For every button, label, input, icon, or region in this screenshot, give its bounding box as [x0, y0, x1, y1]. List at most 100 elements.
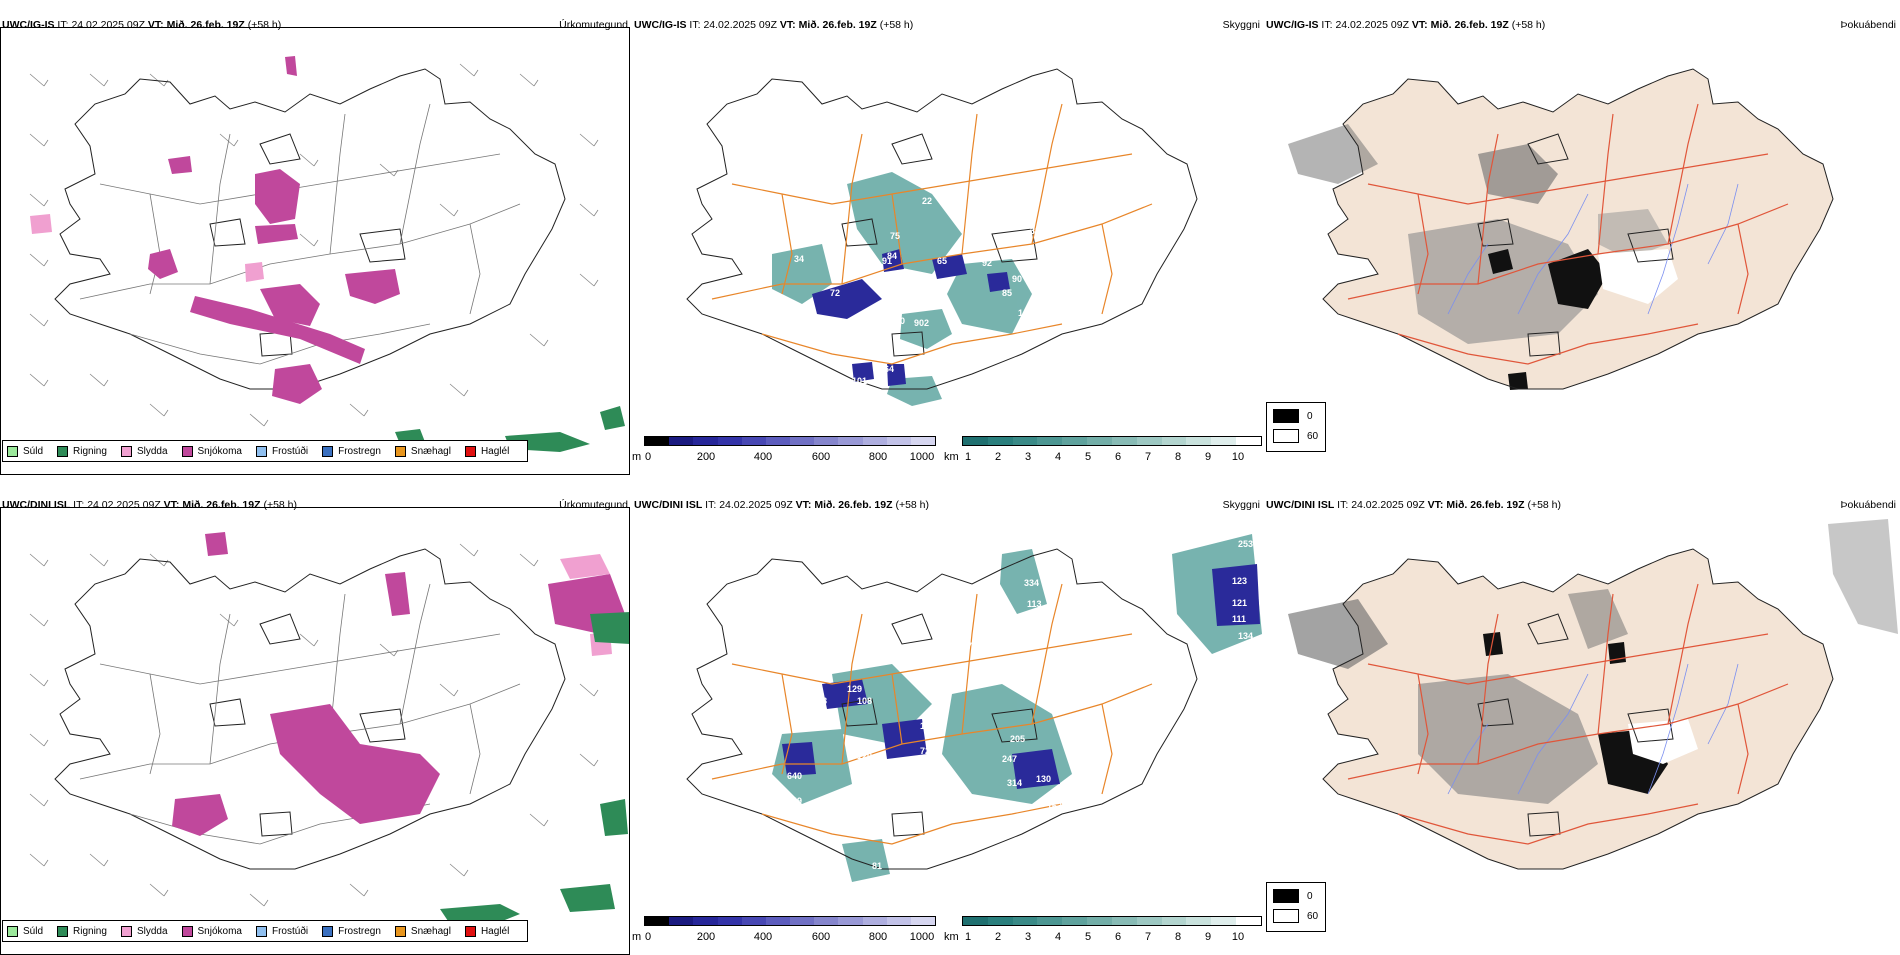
- tick: 400: [753, 931, 773, 943]
- vis-value: 129: [847, 684, 862, 694]
- vis-value: 81: [872, 861, 882, 871]
- lead-time: (+58 h): [1527, 499, 1562, 511]
- legend-swatch: [322, 925, 334, 937]
- colorbar-meters: m 0 200 400 600 800 1000: [632, 916, 938, 944]
- legend-label: Slydda: [136, 445, 168, 457]
- legend-item: Frostúði: [255, 445, 308, 457]
- panel-title: UWC/DINI ISL IT: 24.02.2025 09Z VT: Mið.…: [632, 492, 1264, 512]
- tick: 0: [644, 451, 652, 463]
- legend-label: Frostregn: [338, 445, 381, 457]
- row-dini-isl: UWC/DINI ISL IT: 24.02.2025 09Z VT: Mið.…: [0, 480, 1900, 955]
- vis-value: 86: [1032, 334, 1042, 344]
- vt-value: Mið. 26.feb. 19Z: [182, 499, 261, 511]
- tick: 7: [1144, 931, 1152, 943]
- legend-item: Frostúði: [255, 925, 308, 937]
- legend-swatch: [255, 925, 267, 937]
- vis-value: 90: [1012, 274, 1022, 284]
- vis-value: 92: [982, 258, 992, 268]
- cbar-m-swatches: [644, 436, 936, 446]
- vis-value: 83: [924, 281, 934, 291]
- legend-swatch: [464, 445, 476, 457]
- fog-swatch: [1273, 909, 1299, 923]
- fog-swatch: [1273, 889, 1299, 903]
- fog-legend-row: 0: [1273, 409, 1325, 423]
- fog-legend: 0 60: [1266, 402, 1326, 452]
- legend-label: Snæhagl: [410, 925, 451, 937]
- vis-low-areas: [812, 249, 1010, 386]
- fog-legend-row: 0: [1273, 889, 1325, 903]
- sleet-areas: [30, 214, 264, 282]
- vt-value: Mið. 26.feb. 19Z: [1446, 499, 1525, 511]
- it-value: 24.02.2025 09Z: [71, 19, 145, 31]
- vis-value: 22: [922, 196, 932, 206]
- legend-item: Súld: [7, 445, 43, 457]
- it-value: 24.02.2025 09Z: [703, 19, 777, 31]
- panel-name: Skyggni: [1222, 499, 1260, 511]
- legend-swatch: [464, 925, 476, 937]
- legend-label: Snjókoma: [197, 445, 242, 457]
- panel-title: UWC/DINI ISL IT: 24.02.2025 09Z VT: Mið.…: [0, 492, 632, 512]
- legend-label: Slydda: [136, 925, 168, 937]
- tick: 1: [964, 451, 972, 463]
- legend-swatch: [394, 925, 406, 937]
- vis-value: 149: [920, 721, 935, 731]
- vis-value: 108: [857, 696, 872, 706]
- panel-title: UWC/DINI ISL IT: 24.02.2025 09Z VT: Mið.…: [1264, 492, 1900, 512]
- vis-mid-areas: [772, 534, 1262, 882]
- tick: 6: [1114, 451, 1122, 463]
- it-value: 24.02.2025 09Z: [87, 499, 161, 511]
- vis-low-areas: [782, 564, 1260, 789]
- lead-time: (+58 h): [879, 19, 914, 31]
- it-label: IT:: [1321, 19, 1333, 31]
- tick: 800: [868, 451, 888, 463]
- legend-swatch: [57, 445, 69, 457]
- legend-swatch: [181, 445, 193, 457]
- vis-value: 130: [1036, 774, 1051, 784]
- vis-value: 72: [920, 746, 930, 756]
- vis-value: 334: [1024, 578, 1039, 588]
- tick: 200: [696, 451, 716, 463]
- legend-label: Snæhagl: [410, 445, 451, 457]
- vis-value: 1: [846, 346, 851, 356]
- tick: 1000: [909, 451, 935, 463]
- tick: 5: [1084, 451, 1092, 463]
- cbar-km-swatches: [962, 916, 1262, 926]
- colorbar-km: km 1 2 3 4 5 6 7 8 9 10: [944, 916, 1264, 944]
- vis-value: 75: [890, 231, 900, 241]
- cbar-m-unit: m: [632, 451, 642, 463]
- tick: 8: [1174, 931, 1182, 943]
- tick: 0: [644, 931, 652, 943]
- tick: 200: [696, 931, 716, 943]
- legend-item: Snæhagl: [394, 925, 451, 937]
- vis-value: 134: [1238, 631, 1253, 641]
- visibility-map: 75 84 65 92 34 91 90 72 258 83 85 140 93…: [686, 68, 1198, 408]
- cbar-km-unit: km: [944, 931, 959, 943]
- fog-legend: 0 60: [1266, 882, 1326, 932]
- legend-item: Slydda: [120, 445, 168, 457]
- vis-value: 949: [787, 796, 802, 806]
- vis-value: 101: [852, 376, 867, 386]
- tick: 400: [753, 451, 773, 463]
- vis-value: 84: [887, 251, 897, 261]
- vt-label: VT:: [1411, 19, 1428, 31]
- vis-value: 640: [787, 771, 802, 781]
- vis-value: 253: [1238, 539, 1253, 549]
- fog-white-area: [1628, 719, 1698, 764]
- vis-value: 100: [850, 396, 865, 406]
- precip-map: [29, 532, 630, 926]
- vis-value: 314: [1007, 778, 1022, 788]
- vt-label: VT:: [163, 499, 180, 511]
- fog-map: [1288, 519, 1898, 870]
- panel-name: Skyggni: [1222, 19, 1260, 31]
- vis-value: 120: [857, 751, 872, 761]
- vis-value: 85: [1002, 288, 1012, 298]
- vt-value: Mið. 26.feb. 19Z: [814, 499, 893, 511]
- vis-value: 270: [890, 316, 905, 326]
- panel-visibility-ig: UWC/IG-IS IT: 24.02.2025 09Z VT: Mið. 26…: [632, 12, 1264, 468]
- it-value: 24.02.2025 09Z: [1351, 499, 1425, 511]
- tick: 600: [811, 931, 831, 943]
- fog-swatch: [1273, 429, 1299, 443]
- vis-value: 937: [850, 318, 865, 328]
- tick: 2: [994, 451, 1002, 463]
- vis-value: 205: [1010, 734, 1025, 744]
